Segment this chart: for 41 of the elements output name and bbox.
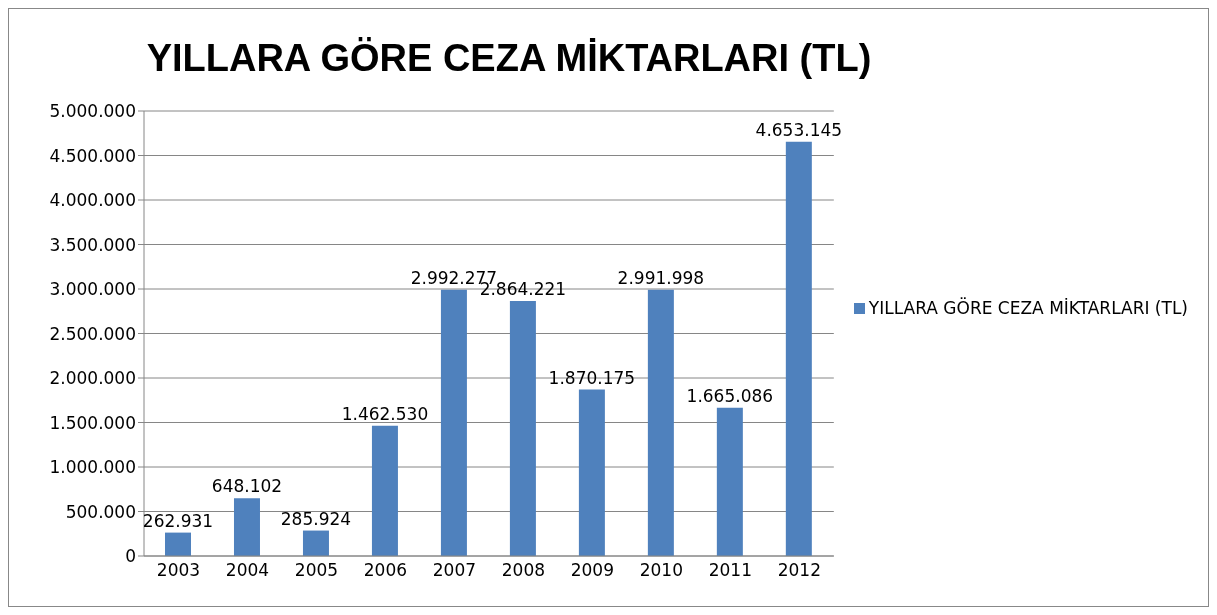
bar xyxy=(578,389,605,556)
data-label: 4.653.145 xyxy=(755,119,843,140)
data-label: 2.991.998 xyxy=(617,267,705,288)
x-tick-label: 2007 xyxy=(432,560,477,581)
y-tick-label: 3.500.000 xyxy=(49,234,136,255)
bar xyxy=(440,289,467,556)
bar xyxy=(509,301,536,556)
x-tick-label: 2011 xyxy=(708,560,752,581)
y-tick-label: 1.500.000 xyxy=(49,412,136,433)
y-tick-label: 1.000.000 xyxy=(49,457,136,478)
data-label: 648.102 xyxy=(211,476,283,497)
x-tick-label: 2005 xyxy=(294,560,339,581)
x-tick-label: 2004 xyxy=(225,560,270,581)
y-tick-label: 3.000.000 xyxy=(49,279,136,300)
y-tick-label: 2.500.000 xyxy=(49,323,136,344)
y-tick-label: 5.000.000 xyxy=(49,101,136,122)
data-label: 1.870.175 xyxy=(548,367,636,388)
bar xyxy=(647,289,674,556)
x-tick-label: 2008 xyxy=(501,560,546,581)
y-tick-label: 4.000.000 xyxy=(49,190,136,211)
y-tick-label: 500.000 xyxy=(65,501,136,522)
bar xyxy=(716,407,743,556)
chart-title: YILLARA GÖRE CEZA MİKTARLARI (TL) xyxy=(145,37,873,80)
x-tick-label: 2006 xyxy=(363,560,408,581)
y-tick-label: 2.000.000 xyxy=(49,368,136,389)
y-tick-label: 4.500.000 xyxy=(49,145,136,166)
bar xyxy=(785,141,812,556)
data-label: 1.462.530 xyxy=(341,403,429,424)
data-label: 285.924 xyxy=(280,508,352,529)
x-tick-label: 2012 xyxy=(777,560,821,581)
data-label: 262.931 xyxy=(142,510,214,531)
legend-label: YILLARA GÖRE CEZA MİKTARLARI (TL) xyxy=(868,297,1188,318)
bar xyxy=(371,425,398,556)
x-tick-label: 2009 xyxy=(570,560,615,581)
bar xyxy=(233,498,260,556)
y-tick-label: 0 xyxy=(125,546,136,567)
bar xyxy=(165,532,191,556)
x-tick-label: 2010 xyxy=(639,560,683,581)
x-tick-label: 2003 xyxy=(156,560,201,581)
bar xyxy=(302,530,329,556)
data-label: 1.665.086 xyxy=(686,385,774,406)
